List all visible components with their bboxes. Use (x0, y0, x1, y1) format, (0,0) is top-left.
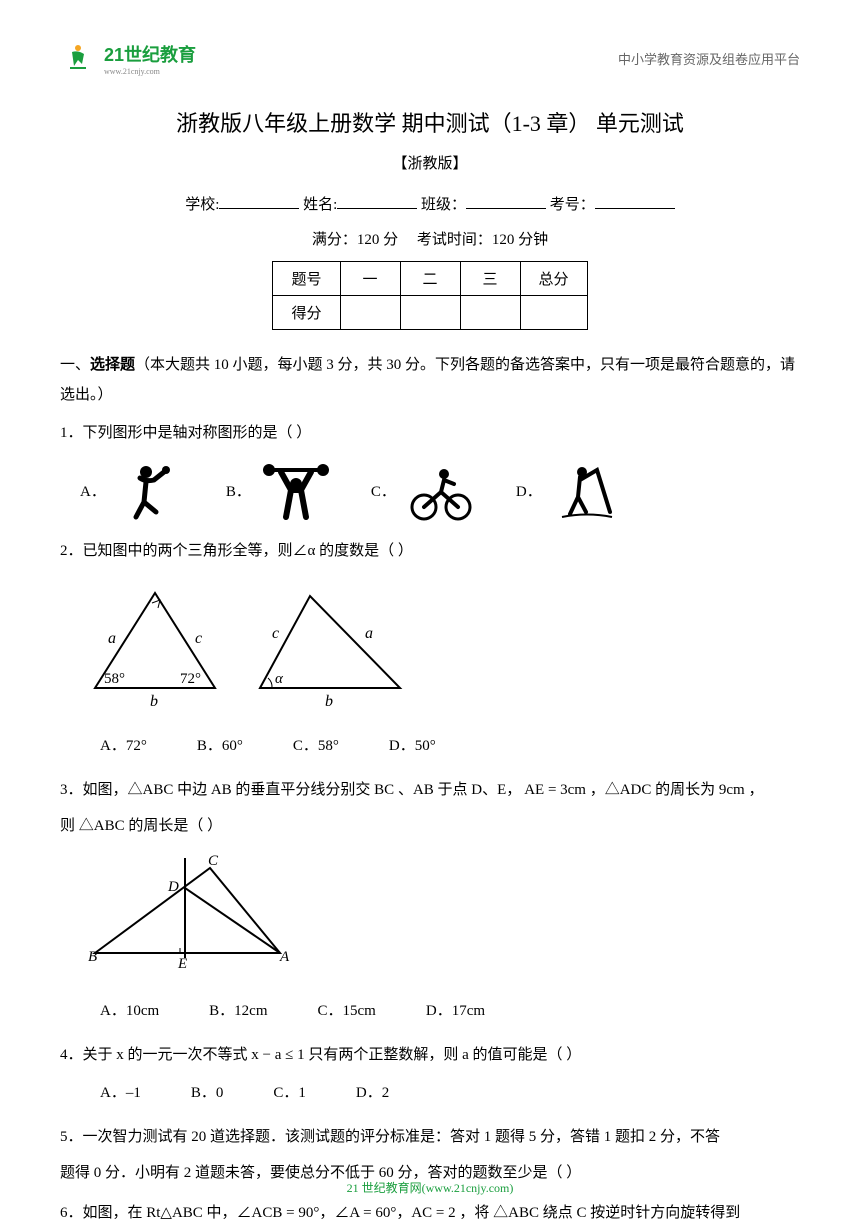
q2-opt-a[interactable]: A．72° (100, 731, 147, 761)
weightlift-icon (261, 462, 331, 522)
exam-info: 满分：120 分 考试时间：120 分钟 (60, 228, 800, 249)
question-4: 4．关于 x 的一元一次不等式 x − a ≤ 1 只有两个正整数解，则 a 的… (60, 1040, 800, 1108)
logo-icon (60, 40, 96, 76)
section-1-header: 一、选择题（本大题共 10 小题，每小题 3 分，共 30 分。下列各题的备选答… (60, 350, 800, 410)
q2-opt-c[interactable]: C．58° (293, 731, 339, 761)
school-label: 学校: (185, 197, 219, 213)
q1-opt-b[interactable]: B． (226, 462, 331, 522)
q4-options: A．–1 B．0 C．1 D．2 (60, 1078, 800, 1108)
th-total: 总分 (520, 262, 587, 296)
opt-label: A． (80, 477, 106, 507)
class-label: 班级： (421, 197, 466, 213)
school-blank[interactable] (219, 193, 299, 209)
td-score-label: 得分 (273, 296, 340, 330)
q5-text1: 5．一次智力测试有 20 道选择题．该测试题的评分标准是：答对 1 题得 5 分… (60, 1122, 800, 1152)
td-blank[interactable] (400, 296, 460, 330)
q1-opt-c[interactable]: C． (371, 462, 476, 522)
q1-text: 1．下列图形中是轴对称图形的是（ ） (60, 418, 800, 448)
q2-opt-b[interactable]: B．60° (197, 731, 243, 761)
q4-opt-b[interactable]: B．0 (191, 1078, 224, 1108)
full-score: 满分：120 分 (312, 232, 398, 248)
form-line: 学校: 姓名: 班级： 考号： (60, 193, 800, 214)
page-title: 浙教版八年级上册数学 期中测试（1-3 章） 单元测试 (60, 106, 800, 138)
question-6: 6．如图，在 Rt△ABC 中，∠ACB = 90°，∠A = 60°，AC =… (60, 1198, 800, 1228)
class-blank[interactable] (466, 193, 546, 209)
logo-sub: www.21cnjy.com (104, 67, 196, 76)
q3-label-b: B (88, 949, 97, 965)
tri1-side-c: c (195, 630, 202, 647)
section-rest: （本大题共 10 小题，每小题 3 分，共 30 分。下列各题的备选答案中，只有… (60, 357, 795, 403)
q6-text: 6．如图，在 Rt△ABC 中，∠ACB = 90°，∠A = 60°，AC =… (60, 1198, 800, 1228)
tri1-angle2: 72° (180, 671, 201, 687)
section-bold: 选择题 (90, 357, 135, 373)
score-table: 题号 一 二 三 总分 得分 (272, 261, 587, 330)
header-right-text: 中小学教育资源及组卷应用平台 (618, 49, 800, 68)
logo-text-wrap: 21世纪教育 www.21cnjy.com (104, 41, 196, 76)
q4-opt-c[interactable]: C．1 (273, 1078, 306, 1108)
q3-label-d: D (167, 879, 179, 895)
table-row: 得分 (273, 296, 587, 330)
th-3: 三 (460, 262, 520, 296)
q1-opt-d[interactable]: D． (516, 462, 622, 522)
q3-opt-b[interactable]: B．12cm (209, 996, 267, 1026)
question-3: 3．如图，△ABC 中边 AB 的垂直平分线分别交 BC 、AB 于点 D、E，… (60, 775, 800, 1026)
opt-label: B． (226, 477, 251, 507)
q2-text: 2．已知图中的两个三角形全等，则∠α 的度数是（ ） (60, 536, 800, 566)
q4-text: 4．关于 x 的一元一次不等式 x − a ≤ 1 只有两个正整数解，则 a 的… (60, 1040, 800, 1070)
logo-text: 21世纪教育 (104, 45, 196, 65)
name-blank[interactable] (337, 193, 417, 209)
golf-icon (552, 462, 622, 522)
td-blank[interactable] (520, 296, 587, 330)
q2-options: A．72° B．60° C．58° D．50° (60, 731, 800, 761)
tri2-side-b: b (325, 693, 333, 708)
name-label: 姓名: (303, 197, 337, 213)
q3-text2: 则 △ABC 的周长是（ ） (60, 811, 800, 841)
td-blank[interactable] (460, 296, 520, 330)
question-1: 1．下列图形中是轴对称图形的是（ ） A． B． C． (60, 418, 800, 522)
q3-label-c: C (208, 853, 219, 869)
q3-options: A．10cm B．12cm C．15cm D．17cm (60, 996, 800, 1026)
page-header: 21世纪教育 www.21cnjy.com 中小学教育资源及组卷应用平台 (60, 40, 800, 76)
td-blank[interactable] (340, 296, 400, 330)
exam-time: 考试时间：120 分钟 (417, 232, 548, 248)
q3-diagram: B A C D E (80, 853, 800, 984)
handball-icon (116, 462, 186, 522)
th-2: 二 (400, 262, 460, 296)
opt-label: D． (516, 477, 542, 507)
q1-opt-a[interactable]: A． (80, 462, 186, 522)
opt-label: C． (371, 477, 396, 507)
tri2-angle: α (275, 671, 284, 687)
q2-diagram: a c b 58° 72° c a b α (80, 578, 800, 719)
q3-opt-c[interactable]: C．15cm (318, 996, 376, 1026)
page-footer: 21 世纪教育网(www.21cnjy.com) (0, 1179, 860, 1196)
q3-opt-a[interactable]: A．10cm (100, 996, 159, 1026)
tri1-side-b: b (150, 693, 158, 708)
logo: 21世纪教育 www.21cnjy.com (60, 40, 196, 76)
question-2: 2．已知图中的两个三角形全等，则∠α 的度数是（ ） a c b 58° 72°… (60, 536, 800, 761)
tri2-side-c: c (272, 625, 279, 642)
tri2-side-a: a (365, 625, 373, 642)
th-1: 一 (340, 262, 400, 296)
tri1-angle1: 58° (104, 671, 125, 687)
examno-blank[interactable] (595, 193, 675, 209)
table-row: 题号 一 二 三 总分 (273, 262, 587, 296)
section-num: 一、 (60, 357, 90, 373)
th-qno: 题号 (273, 262, 340, 296)
tri1-side-a: a (108, 630, 116, 647)
q3-opt-d[interactable]: D．17cm (426, 996, 485, 1026)
q3-label-a: A (279, 949, 290, 965)
examno-label: 考号： (550, 197, 595, 213)
q3-text1: 3．如图，△ABC 中边 AB 的垂直平分线分别交 BC 、AB 于点 D、E，… (60, 775, 800, 805)
q1-options: A． B． C． (60, 462, 800, 522)
subtitle: 【浙教版】 (60, 152, 800, 173)
cycling-icon (406, 462, 476, 522)
q2-opt-d[interactable]: D．50° (389, 731, 436, 761)
q4-opt-a[interactable]: A．–1 (100, 1078, 141, 1108)
q4-opt-d[interactable]: D．2 (356, 1078, 389, 1108)
q3-label-e: E (177, 956, 187, 972)
